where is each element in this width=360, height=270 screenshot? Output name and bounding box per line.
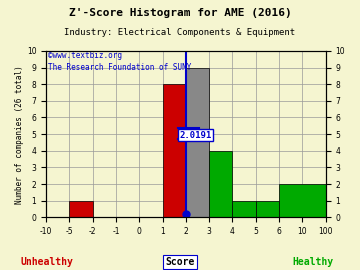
- Bar: [209, 151, 233, 217]
- Text: Z'-Score Histogram for AME (2016): Z'-Score Histogram for AME (2016): [69, 8, 291, 18]
- Text: Unhealthy: Unhealthy: [21, 257, 73, 267]
- Text: ©www.textbiz.org: ©www.textbiz.org: [49, 51, 122, 60]
- Text: 2.0191: 2.0191: [179, 131, 212, 140]
- Bar: [69, 201, 93, 217]
- Bar: [233, 201, 256, 217]
- Text: Industry: Electrical Components & Equipment: Industry: Electrical Components & Equipm…: [64, 28, 296, 37]
- Text: The Research Foundation of SUNY: The Research Foundation of SUNY: [49, 63, 192, 72]
- Text: Healthy: Healthy: [293, 257, 334, 267]
- Bar: [163, 84, 186, 217]
- Bar: [279, 184, 326, 217]
- Y-axis label: Number of companies (26 total): Number of companies (26 total): [15, 65, 24, 204]
- Bar: [186, 68, 209, 217]
- Text: Score: Score: [165, 257, 195, 267]
- Bar: [256, 201, 279, 217]
